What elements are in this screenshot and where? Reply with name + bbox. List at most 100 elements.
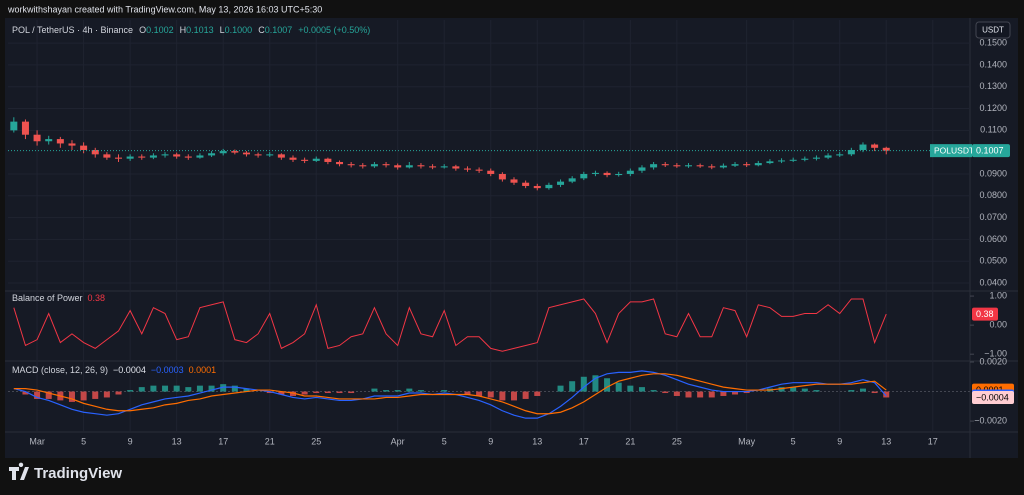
- candle-body: [394, 165, 402, 168]
- currency-label: USDT: [982, 26, 1004, 35]
- y-tick-label: −1.00: [984, 349, 1007, 359]
- y-tick-label: 0.0700: [979, 212, 1007, 222]
- bop-line: [13, 298, 887, 352]
- y-tick-label: 0.0020: [979, 356, 1007, 366]
- histogram-bar: [627, 385, 634, 392]
- histogram-bar: [22, 391, 29, 395]
- candle-body: [126, 156, 134, 159]
- histogram-bar: [45, 391, 52, 399]
- header-text: workwithshayan created with TradingView.…: [7, 4, 322, 14]
- candle-body: [312, 158, 320, 161]
- histogram-bar: [34, 391, 41, 399]
- candle-body: [266, 154, 274, 156]
- histogram-bar: [604, 378, 611, 392]
- histogram-bar: [313, 391, 320, 394]
- histogram-bar: [569, 381, 576, 392]
- y-tick-label: 0.0600: [979, 234, 1007, 244]
- macd-value: −0.0003: [151, 365, 184, 375]
- currency-button[interactable]: [975, 21, 1011, 39]
- candle-body: [696, 165, 704, 167]
- histogram-tag-bg: [972, 390, 1014, 404]
- x-tick-label: Mar: [29, 436, 45, 446]
- candle-body: [778, 160, 786, 162]
- histogram-bar: [638, 387, 645, 392]
- candle-body: [545, 184, 553, 189]
- histogram-bar: [534, 391, 541, 396]
- legend-part: C: [258, 25, 265, 35]
- candle-body: [882, 147, 890, 151]
- histogram-value: −0.0004: [113, 365, 146, 375]
- candle-body: [626, 170, 634, 174]
- histogram-bar: [243, 388, 250, 392]
- x-tick-label: 17: [928, 436, 938, 446]
- histogram-bar: [580, 376, 587, 392]
- histogram-bar: [231, 385, 238, 392]
- y-tick-label: 0.1400: [979, 59, 1007, 69]
- candle-body: [115, 157, 123, 159]
- candle-body: [21, 121, 29, 135]
- candle-body: [161, 154, 169, 156]
- indicator-value: 0.38: [88, 293, 106, 303]
- histogram-bar: [115, 391, 122, 395]
- candle-body: [440, 166, 448, 168]
- x-tick-label: 9: [128, 436, 133, 446]
- histogram-bar: [615, 382, 622, 392]
- candle-body: [45, 139, 53, 142]
- candle-body: [33, 134, 41, 142]
- candle-body: [836, 154, 844, 156]
- x-tick-label: 9: [837, 436, 842, 446]
- histogram-bar: [278, 391, 285, 395]
- legend-part: 0.1002: [146, 25, 174, 35]
- candle-body: [475, 169, 483, 171]
- candle-body: [429, 166, 437, 168]
- histogram-bar: [371, 388, 378, 392]
- indicator-title: Balance of Power: [12, 293, 83, 303]
- histogram-bar: [301, 391, 308, 395]
- histogram-bar: [708, 391, 715, 398]
- candle-body: [56, 139, 64, 144]
- candle-body: [138, 156, 146, 158]
- histogram-bar: [406, 388, 413, 392]
- candle-body: [789, 159, 797, 161]
- x-tick-label: 5: [791, 436, 796, 446]
- histogram-bar: [790, 387, 797, 392]
- y-tick-label: 0.1200: [979, 103, 1007, 113]
- candle-body: [719, 165, 727, 168]
- candle-body: [871, 144, 879, 148]
- histogram-bar: [185, 387, 192, 392]
- histogram-bar: [103, 391, 110, 398]
- candle-body: [510, 179, 518, 183]
- candle-body: [463, 168, 471, 170]
- histogram-bar: [859, 388, 866, 392]
- candle-body: [650, 164, 658, 168]
- histogram-bar: [743, 391, 750, 394]
- histogram-bar: [173, 385, 180, 392]
- histogram-bar: [92, 391, 99, 399]
- bop-last-label-bg: [972, 307, 998, 321]
- x-tick-label: 5: [81, 436, 86, 446]
- histogram-bar: [801, 388, 808, 392]
- histogram-bar: [196, 385, 203, 392]
- histogram-bar: [511, 391, 518, 401]
- candle-body: [801, 158, 809, 160]
- candle-body: [615, 173, 623, 176]
- x-tick-label: 17: [218, 436, 228, 446]
- x-tick-label: 25: [311, 436, 321, 446]
- histogram-bar: [417, 390, 424, 392]
- indicator-legend: MACD (close, 12, 26, 9) −0.0004 −0.0003 0.0…: [12, 365, 216, 375]
- histogram-bar: [150, 385, 157, 392]
- candle-body: [91, 149, 99, 155]
- candle-body: [254, 154, 262, 156]
- candle-body: [370, 164, 378, 167]
- y-tick-label: 0.0800: [979, 190, 1007, 200]
- candle-body: [149, 155, 157, 158]
- last-price-label: 0.1007: [976, 146, 1004, 156]
- y-tick-label: 0.0900: [979, 168, 1007, 178]
- candle-body: [684, 165, 692, 167]
- x-tick-label: 17: [579, 436, 589, 446]
- y-tick-label: 0.1500: [979, 37, 1007, 47]
- candle-body: [859, 144, 867, 150]
- x-tick-label: 13: [881, 436, 891, 446]
- x-tick-label: 21: [265, 436, 275, 446]
